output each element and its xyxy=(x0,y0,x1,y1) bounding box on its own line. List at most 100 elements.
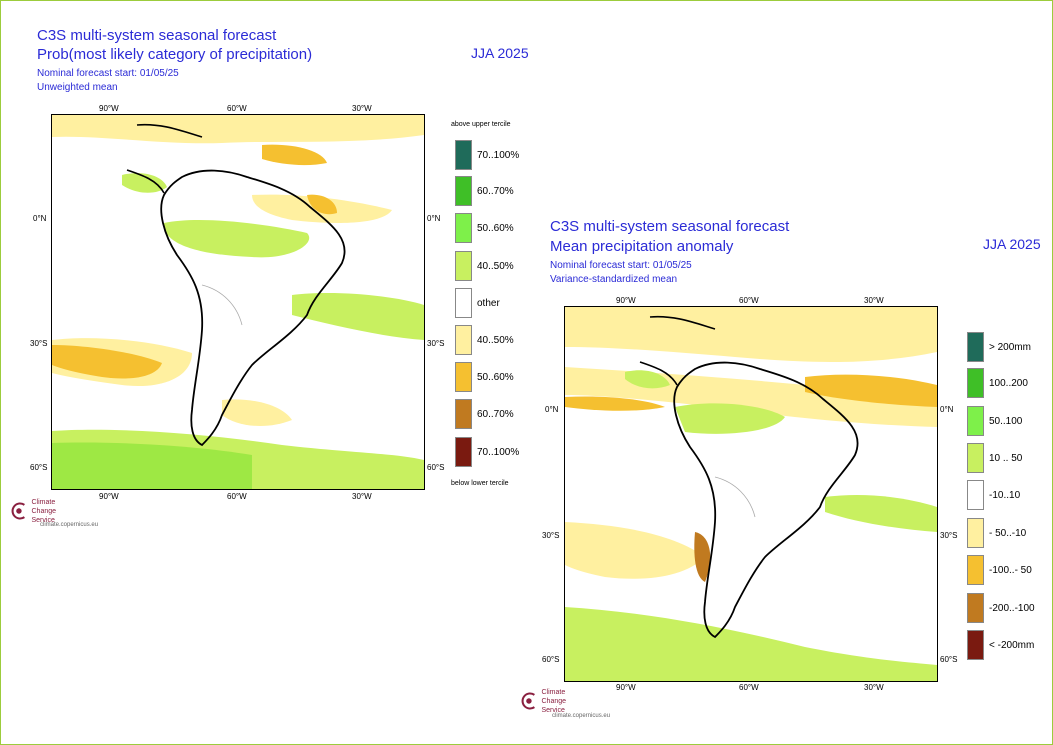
left-legend-swatch xyxy=(455,140,472,170)
left-lon-top-30w: 30°W xyxy=(352,104,372,113)
right-field-south-atlantic-green xyxy=(825,495,937,532)
right-legend-item: 10 .. 50 xyxy=(967,443,1022,473)
left-legend-swatch xyxy=(455,437,472,467)
left-legend-item: 50..60% xyxy=(455,362,514,392)
left-country-borders xyxy=(201,284,243,326)
left-method: Unweighted mean xyxy=(37,82,118,93)
right-lon-bottom-60w: 60°W xyxy=(739,683,759,692)
right-lon-bottom-30w: 30°W xyxy=(864,683,884,692)
right-legend-label: 10 .. 50 xyxy=(989,452,1023,464)
left-title-line1: C3S multi-system seasonal forecast xyxy=(37,27,277,44)
left-legend-swatch xyxy=(455,288,472,318)
left-legend-label: 40..50% xyxy=(477,260,514,272)
right-logo-url: climate.copernicus.eu xyxy=(552,713,611,719)
left-legend-swatch xyxy=(455,399,472,429)
left-logo-text: Climate Change Service xyxy=(32,498,66,525)
left-legend-swatch xyxy=(455,213,472,243)
right-lon-top-90w: 90°W xyxy=(616,296,636,305)
c3s-logo-icon xyxy=(11,502,25,520)
left-field-equatorial-orange xyxy=(307,194,337,215)
left-legend-swatch xyxy=(455,325,472,355)
left-legend-item: 70..100% xyxy=(455,140,519,170)
left-legend-label: 70..100% xyxy=(477,149,520,161)
right-legend-item: < -200mm xyxy=(967,630,1034,660)
right-legend-swatch xyxy=(967,630,984,660)
left-central-america-outline xyxy=(126,169,165,194)
right-field-pacific-yellow xyxy=(565,522,705,579)
right-field-south-green xyxy=(565,607,937,681)
right-legend-label: -200..-100 xyxy=(989,602,1035,614)
left-lat-left-60s: 60°S xyxy=(30,463,48,472)
right-season: JJA 2025 xyxy=(983,236,1041,252)
right-legend-label: -100..- 50 xyxy=(989,564,1032,576)
right-map-svg xyxy=(565,307,937,681)
left-legend-label: other xyxy=(477,297,500,309)
right-legend-item: 50..100 xyxy=(967,406,1022,436)
right-lat-right-60s: 60°S xyxy=(940,655,958,664)
left-legend-label: 50..60% xyxy=(477,371,514,383)
right-cuba-outline xyxy=(649,315,716,330)
left-lon-bottom-30w: 30°W xyxy=(352,492,372,501)
right-legend-swatch xyxy=(967,555,984,585)
left-lat-right-0n: 0°N xyxy=(427,214,441,223)
right-lat-right-30s: 30°S xyxy=(940,531,958,540)
right-legend-swatch xyxy=(967,443,984,473)
left-legend-item: 40..50% xyxy=(455,325,514,355)
left-map-svg xyxy=(52,115,424,489)
right-field-chile-brown xyxy=(694,532,711,582)
right-legend-swatch xyxy=(967,593,984,623)
right-legend-item: -100..- 50 xyxy=(967,555,1032,585)
right-field-central-america-green xyxy=(625,370,670,389)
right-legend-item: -10..10 xyxy=(967,480,1020,510)
left-south-america-outline xyxy=(160,169,346,447)
left-legend-item: 50..60% xyxy=(455,213,514,243)
right-lat-left-0n: 0°N xyxy=(545,405,559,414)
left-legend-top-caption: above upper tercile xyxy=(451,121,511,128)
right-legend-swatch xyxy=(967,480,984,510)
left-lon-top-60w: 60°W xyxy=(227,104,247,113)
right-map xyxy=(564,306,938,682)
right-logo-line1: Climate xyxy=(541,688,566,696)
right-method: Variance-standardized mean xyxy=(550,274,678,285)
left-lat-right-60s: 60°S xyxy=(427,463,445,472)
right-legend-item: 100..200 xyxy=(967,368,1028,398)
right-country-borders xyxy=(714,476,756,518)
right-legend-item: > 200mm xyxy=(967,332,1031,362)
right-legend-swatch xyxy=(967,518,984,548)
left-legend-swatch xyxy=(455,362,472,392)
left-logo-line1: Climate xyxy=(31,498,56,506)
left-legend-item: 40..50% xyxy=(455,251,514,281)
right-field-atlantic-orange xyxy=(805,374,937,407)
right-lat-left-30s: 30°S xyxy=(542,531,560,540)
left-legend-item: 70..100% xyxy=(455,437,519,467)
left-field-south-green-strong xyxy=(52,442,252,489)
right-legend-swatch xyxy=(967,332,984,362)
right-field-north-yellow xyxy=(565,307,937,362)
left-field-north-yellow xyxy=(52,115,424,144)
right-lat-right-0n: 0°N xyxy=(940,405,954,414)
left-lat-left-30s: 30°S xyxy=(30,339,48,348)
left-season: JJA 2025 xyxy=(471,45,529,61)
right-forecast-start: Nominal forecast start: 01/05/25 xyxy=(550,260,692,271)
left-title-line2: Prob(most likely category of precipitati… xyxy=(37,46,313,63)
left-legend-label: 60..70% xyxy=(477,185,514,197)
right-legend-swatch xyxy=(967,406,984,436)
right-legend-item: - 50..-10 xyxy=(967,518,1026,548)
left-legend-item: 60..70% xyxy=(455,399,514,429)
right-field-pacific-orange xyxy=(565,396,665,411)
right-title-line2: Mean precipitation anomaly xyxy=(550,238,734,255)
left-lon-bottom-60w: 60°W xyxy=(227,492,247,501)
left-lon-bottom-90w: 90°W xyxy=(99,492,119,501)
left-legend-bottom-caption: below lower tercile xyxy=(451,480,509,487)
c3s-logo-icon xyxy=(521,692,535,710)
right-legend-label: 50..100 xyxy=(989,415,1023,427)
right-south-america-outline xyxy=(673,361,859,639)
left-cuba-outline xyxy=(136,123,203,138)
left-field-pacific-orange xyxy=(52,345,162,379)
left-logo-line2: Change Service xyxy=(31,507,57,524)
left-field-amazon-green xyxy=(163,220,310,258)
right-legend-label: 100..200 xyxy=(989,377,1028,389)
right-copernicus-logo: Climate Change Service xyxy=(518,686,576,716)
left-field-patagonia-yellow xyxy=(222,399,292,427)
right-lon-top-30w: 30°W xyxy=(864,296,884,305)
